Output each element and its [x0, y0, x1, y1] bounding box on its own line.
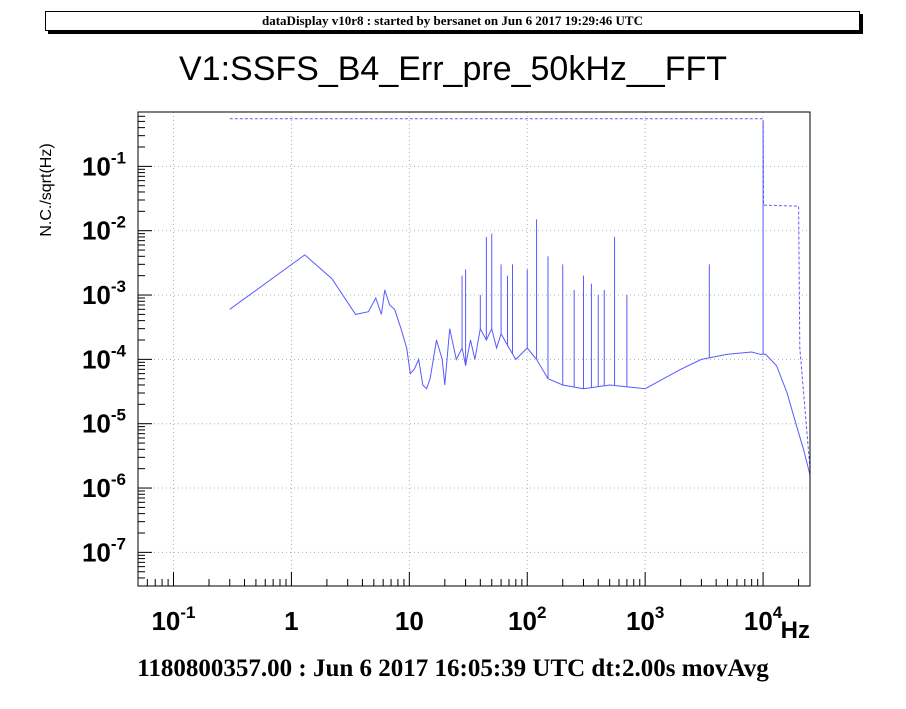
header-text: dataDisplay v10r8 : started by bersanet … — [262, 13, 643, 28]
y-tick-label: 10-4 — [82, 341, 127, 374]
footer-timestamp: 1180800357.00 : Jun 6 2017 16:05:39 UTC … — [137, 655, 769, 682]
header-banner: dataDisplay v10r8 : started by bersanet … — [45, 11, 860, 31]
y-tick-label: 10-5 — [82, 406, 126, 439]
y-tick-label: 10-3 — [82, 277, 126, 310]
x-tick-label: 10-1 — [151, 603, 195, 636]
x-tick-label: 103 — [626, 603, 664, 636]
x-tick-label: 10 — [395, 606, 424, 636]
chart-title: V1:SSFS_B4_Err_pre_50kHz__FFT — [178, 50, 728, 88]
x-tick-label: 104 — [744, 603, 783, 636]
plot-frame — [137, 111, 811, 587]
data-layer — [229, 118, 811, 476]
x-tick-label: 102 — [508, 603, 546, 636]
series-spectrum-trace — [229, 254, 811, 476]
x-tick-label: 1 — [284, 606, 298, 636]
series-dashed-envelope — [229, 118, 811, 469]
y-tick-label: 10-6 — [82, 470, 126, 503]
y-tick-label: 10-2 — [82, 213, 126, 246]
y-tick-label: 10-1 — [82, 148, 126, 181]
x-axis-unit: Hz — [781, 617, 810, 644]
tick-labels: 10-1 1 10 102 103 104 10-7 10-6 10-5 10-4 10-3 10-2… — [82, 148, 810, 644]
y-tick-label: 10-7 — [82, 534, 126, 567]
